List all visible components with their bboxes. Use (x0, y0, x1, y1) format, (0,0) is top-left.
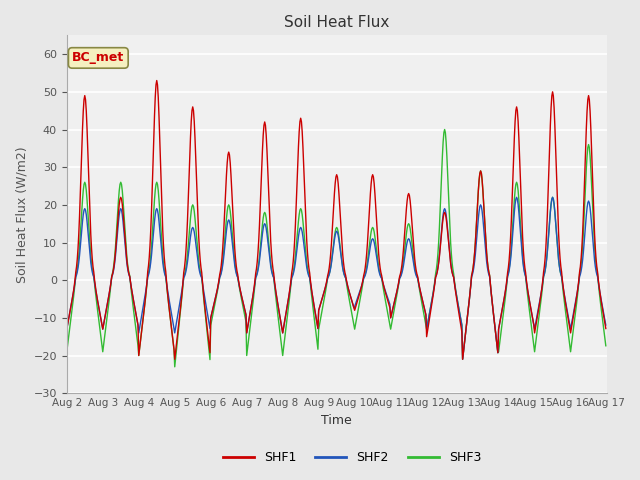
Line: SHF2: SHF2 (67, 197, 606, 360)
Line: SHF3: SHF3 (67, 130, 606, 367)
Text: BC_met: BC_met (72, 51, 124, 64)
SHF3 (128, 294, 136, 300)
SHF2 (402, 248, 410, 254)
SHF3 (73, 270, 81, 276)
SHF2 (459, 357, 467, 362)
SHF2 (183, 264, 191, 270)
SHF1 (403, 206, 410, 212)
Line: SHF1: SHF1 (67, 81, 606, 360)
SHF3 (403, 231, 410, 237)
SHF2 (417, 293, 425, 299)
SHF3 (212, 296, 220, 302)
SHF2 (602, 322, 610, 328)
SHF1 (602, 325, 610, 331)
SHF3 (602, 343, 610, 348)
SHF1 (63, 326, 70, 332)
SHF3 (441, 127, 449, 132)
Title: Soil Heat Flux: Soil Heat Flux (284, 15, 389, 30)
Legend: SHF1, SHF2, SHF3: SHF1, SHF2, SHF3 (218, 446, 486, 469)
SHF3 (171, 364, 179, 370)
SHF3 (419, 302, 426, 308)
SHF3 (184, 252, 191, 257)
SHF2 (128, 289, 136, 295)
SHF1 (459, 357, 467, 362)
SHF1 (184, 217, 191, 223)
SHF1 (153, 78, 161, 84)
SHF1 (212, 293, 220, 299)
Y-axis label: Soil Heat Flux (W/m2): Soil Heat Flux (W/m2) (15, 146, 28, 283)
SHF3 (63, 349, 70, 355)
SHF2 (211, 296, 219, 302)
SHF2 (73, 272, 81, 278)
SHF2 (63, 326, 70, 332)
SHF2 (513, 194, 520, 200)
SHF1 (73, 264, 81, 270)
SHF1 (419, 296, 426, 302)
SHF1 (128, 289, 136, 295)
X-axis label: Time: Time (321, 414, 352, 427)
